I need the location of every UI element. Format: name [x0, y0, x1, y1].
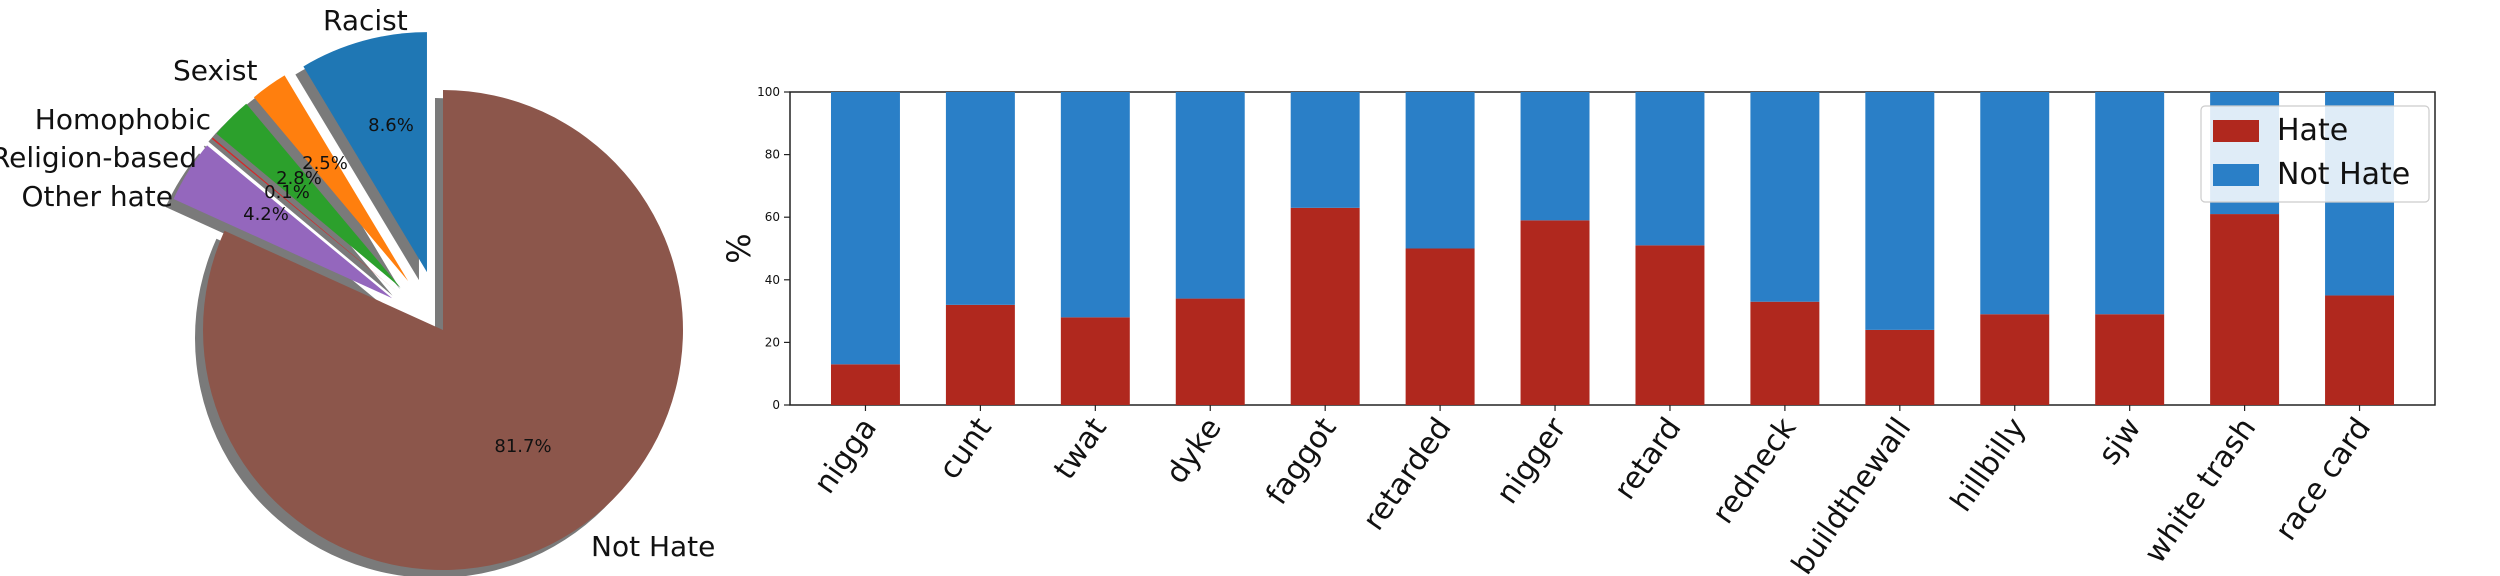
y-tick-label: 20 [765, 335, 780, 349]
bar-not-hate-redneck [1750, 92, 1820, 302]
pie-pct-not-hate: 81.7% [494, 436, 551, 457]
x-tick-label-buildthewall: buildthewall [1785, 412, 1918, 576]
y-tick-label: 80 [765, 148, 780, 162]
pie-label-other-hate: Other hate [21, 180, 173, 213]
bar-not-hate-hillbilly [1980, 92, 2050, 315]
legend-label-hate: Hate [2277, 113, 2348, 148]
x-tick-label-retarded: retarded [1356, 412, 1458, 537]
x-tick-label-cunt: cunt [932, 411, 999, 486]
bar-series [830, 92, 2395, 405]
x-tick-label-faggot: faggot [1259, 411, 1344, 511]
bar-hate-race-card [2325, 295, 2395, 405]
bar-not-hate-cunt [945, 92, 1015, 305]
legend-label-not-hate: Not Hate [2277, 157, 2410, 192]
bar-hate-retard [1635, 245, 1705, 405]
plot-frame [789, 91, 2436, 406]
bar-not-hate-dyke [1175, 92, 1245, 299]
x-tick-label-nigga: nigga [807, 412, 884, 501]
bar-not-hate-nigger [1520, 92, 1590, 221]
bar-hate-buildthewall [1865, 329, 1935, 405]
bar-not-hate-nigga [830, 92, 900, 365]
y-tick-label: 0 [772, 398, 780, 412]
y-tick-label: 100 [757, 85, 780, 99]
legend-swatch-hate [2213, 120, 2259, 142]
bar-hate-cunt [945, 304, 1015, 405]
x-tick-label-nigger: nigger [1490, 411, 1574, 510]
legend-swatch-not-hate [2213, 164, 2259, 186]
bar-hate-redneck [1750, 301, 1820, 405]
x-tick-label-twat: twat [1047, 411, 1114, 486]
bar-hate-white-trash [2210, 214, 2280, 405]
pie-slice-other-hate [173, 145, 393, 299]
bar-hate-twat [1060, 317, 1130, 405]
bar-not-hate-twat [1060, 92, 1130, 318]
pie-slices [173, 32, 684, 570]
pie-slice-not-hate [203, 90, 684, 570]
x-tick-label-race-card: race card [2269, 412, 2379, 548]
x-tick-label-white-trash: white trash [2138, 412, 2263, 570]
y-axis-title: % [720, 233, 758, 263]
y-tick-label: 40 [765, 273, 780, 287]
pie-pct-religion-based: 0.1% [264, 182, 310, 203]
bar-not-hate-sjw [2095, 92, 2165, 315]
x-tick-label-redneck: redneck [1706, 411, 1804, 530]
pie-labels: Racist 8.6% Sexist 2.5% Homophobic 2.8% Religi… [0, 4, 715, 563]
pie-slice-religion-based [211, 137, 397, 292]
bar-not-hate-buildthewall [1865, 92, 1935, 330]
pie-shadow-sexist [245, 83, 401, 290]
pie-slice-homophobic [216, 103, 401, 288]
bar-not-hate-retarded [1405, 92, 1475, 249]
bar-hate-nigga [830, 364, 900, 405]
pie-chart: Racist 8.6% Sexist 2.5% Homophobic 2.8% Religi… [0, 4, 715, 576]
bar-hate-dyke [1175, 298, 1245, 405]
bar-hate-faggot [1290, 207, 1360, 405]
pie-label-sexist: Sexist [173, 54, 257, 87]
bar-hate-nigger [1520, 220, 1590, 405]
x-tick-label-dyke: dyke [1159, 412, 1229, 491]
legend: Hate Not Hate [2200, 105, 2430, 203]
y-tick-label: 60 [765, 210, 780, 224]
x-tick-label-sjw: sjw [2092, 412, 2148, 472]
bar-not-hate-retard [1635, 92, 1705, 246]
pie-slice-racist [303, 32, 427, 273]
x-tick-label-hillbilly: hillbilly [1944, 412, 2033, 519]
bar-not-hate-faggot [1290, 92, 1360, 208]
pie-slice-sexist [253, 75, 409, 282]
bar-hate-sjw [2095, 314, 2165, 405]
x-tick-label-retard: retard [1608, 412, 1689, 507]
pie-label-not-hate: Not Hate [591, 530, 715, 563]
pie-pct-other-hate: 4.2% [243, 204, 289, 225]
pie-pct-homophobic: 2.8% [276, 168, 322, 189]
pie-label-religion-based: Religion-based [0, 141, 197, 174]
pie-pct-racist: 8.6% [368, 115, 414, 136]
bar-hate-hillbilly [1980, 314, 2050, 405]
bar-hate-retarded [1405, 248, 1475, 405]
pie-pct-sexist: 2.5% [302, 153, 348, 174]
pie-label-racist: Racist [323, 4, 408, 37]
pie-label-homophobic: Homophobic [35, 103, 211, 136]
